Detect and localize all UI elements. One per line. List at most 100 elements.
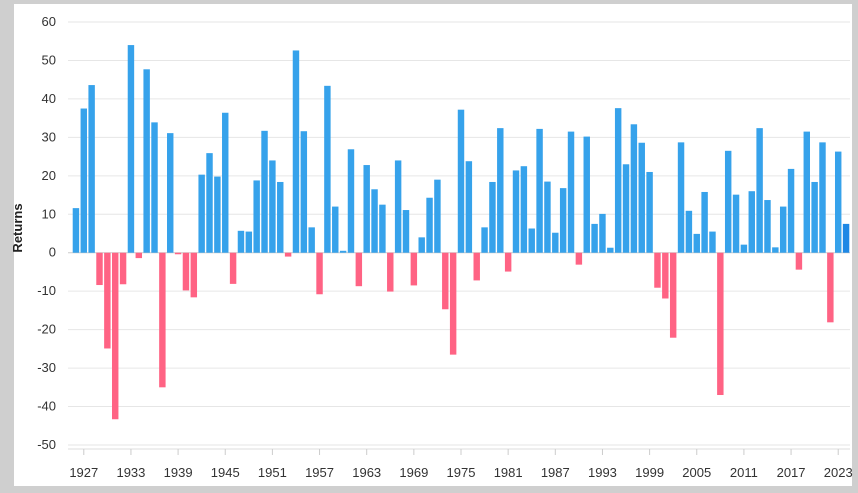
bar-1991[interactable]: [583, 136, 590, 253]
bar-2023[interactable]: [834, 151, 842, 253]
bar-1933[interactable]: [127, 45, 135, 253]
bar-1995[interactable]: [614, 108, 622, 253]
bar-1996[interactable]: [622, 164, 630, 253]
bar-1939[interactable]: [174, 252, 182, 255]
bar-1981[interactable]: [504, 252, 512, 272]
bar-2006[interactable]: [701, 191, 708, 253]
bar-1952[interactable]: [277, 181, 284, 253]
bar-1958[interactable]: [324, 85, 331, 253]
bar-1994[interactable]: [607, 247, 614, 253]
bar-1959[interactable]: [332, 206, 339, 253]
bar-2008[interactable]: [717, 252, 724, 396]
bar-2024[interactable]: [842, 223, 850, 253]
bar-1964[interactable]: [371, 189, 378, 253]
bar-1969[interactable]: [410, 252, 418, 286]
bar-1927[interactable]: [80, 108, 88, 253]
bar-1948[interactable]: [245, 231, 253, 253]
bar-1998[interactable]: [638, 142, 645, 253]
bar-1955[interactable]: [300, 131, 308, 253]
bar-1962[interactable]: [355, 252, 363, 287]
bar-1976[interactable]: [465, 161, 473, 253]
bar-1957[interactable]: [316, 252, 323, 295]
bar-2001[interactable]: [662, 252, 669, 299]
bar-1988[interactable]: [559, 188, 567, 253]
bar-2019[interactable]: [803, 131, 810, 253]
bar-1968[interactable]: [402, 210, 410, 253]
bar-1951[interactable]: [269, 160, 276, 253]
bar-1937[interactable]: [159, 252, 166, 388]
bar-1963[interactable]: [363, 165, 370, 253]
bar-2020[interactable]: [811, 181, 818, 253]
bar-1989[interactable]: [567, 131, 575, 253]
bar-1985[interactable]: [536, 128, 543, 253]
bar-2002[interactable]: [669, 252, 677, 338]
bar-1953[interactable]: [284, 252, 292, 257]
bar-2018[interactable]: [795, 252, 803, 270]
bar-1973[interactable]: [442, 252, 449, 310]
bar-2005[interactable]: [693, 233, 700, 253]
bar-2012[interactable]: [748, 191, 755, 253]
bar-1965[interactable]: [379, 204, 386, 253]
bar-1979[interactable]: [489, 181, 496, 253]
bar-1978[interactable]: [481, 227, 488, 253]
bar-1960[interactable]: [339, 250, 347, 253]
bar-1954[interactable]: [292, 50, 300, 253]
bar-1999[interactable]: [646, 171, 653, 253]
bar-1945[interactable]: [222, 112, 229, 253]
bar-2014[interactable]: [764, 200, 771, 253]
bar-1974[interactable]: [449, 252, 457, 355]
bar-2009[interactable]: [724, 150, 732, 253]
bar-1935[interactable]: [143, 69, 150, 253]
x-tick-label: 2005: [682, 465, 711, 480]
bar-1949[interactable]: [253, 180, 260, 253]
bar-1984[interactable]: [528, 228, 535, 253]
bar-1970[interactable]: [418, 237, 425, 253]
bar-1936[interactable]: [151, 122, 158, 253]
bar-1929[interactable]: [96, 252, 103, 286]
bar-2000[interactable]: [654, 252, 661, 288]
bar-1956[interactable]: [308, 227, 315, 253]
bar-1943[interactable]: [206, 153, 213, 253]
bar-1932[interactable]: [119, 252, 127, 285]
bar-1944[interactable]: [214, 176, 221, 253]
bar-1961[interactable]: [347, 149, 355, 253]
bar-2010[interactable]: [732, 194, 740, 253]
bar-1990[interactable]: [575, 252, 583, 265]
bar-1967[interactable]: [394, 160, 402, 253]
bar-1977[interactable]: [473, 252, 480, 281]
bar-2013[interactable]: [756, 128, 763, 253]
bar-1934[interactable]: [135, 252, 143, 259]
bar-1982[interactable]: [512, 170, 520, 253]
bar-1950[interactable]: [261, 130, 268, 253]
bar-1987[interactable]: [552, 232, 559, 253]
bar-2017[interactable]: [787, 168, 795, 253]
bar-1947[interactable]: [237, 230, 245, 253]
bar-1972[interactable]: [434, 179, 441, 253]
bar-2021[interactable]: [819, 142, 826, 253]
bar-1975[interactable]: [457, 109, 465, 253]
bar-1966[interactable]: [387, 252, 394, 292]
bar-1941[interactable]: [190, 252, 198, 298]
bar-1926[interactable]: [72, 208, 80, 253]
bar-2004[interactable]: [685, 210, 693, 253]
bar-2016[interactable]: [779, 206, 787, 253]
bar-2003[interactable]: [677, 142, 685, 253]
bar-2015[interactable]: [772, 247, 779, 253]
bar-2011[interactable]: [740, 244, 748, 253]
bar-1993[interactable]: [599, 213, 606, 253]
bar-1938[interactable]: [167, 133, 174, 253]
bar-1946[interactable]: [229, 252, 237, 284]
bar-1928[interactable]: [88, 85, 95, 253]
bar-2007[interactable]: [709, 231, 716, 253]
bar-1986[interactable]: [544, 181, 551, 253]
bar-1997[interactable]: [630, 124, 638, 253]
bar-1930[interactable]: [104, 252, 111, 349]
bar-1983[interactable]: [520, 166, 528, 253]
bar-1940[interactable]: [182, 252, 190, 291]
bar-1931[interactable]: [112, 252, 119, 420]
bar-1980[interactable]: [497, 128, 504, 253]
bar-1971[interactable]: [426, 197, 433, 253]
bar-1992[interactable]: [591, 223, 598, 253]
bar-1942[interactable]: [198, 174, 205, 253]
bar-2022[interactable]: [827, 252, 834, 323]
